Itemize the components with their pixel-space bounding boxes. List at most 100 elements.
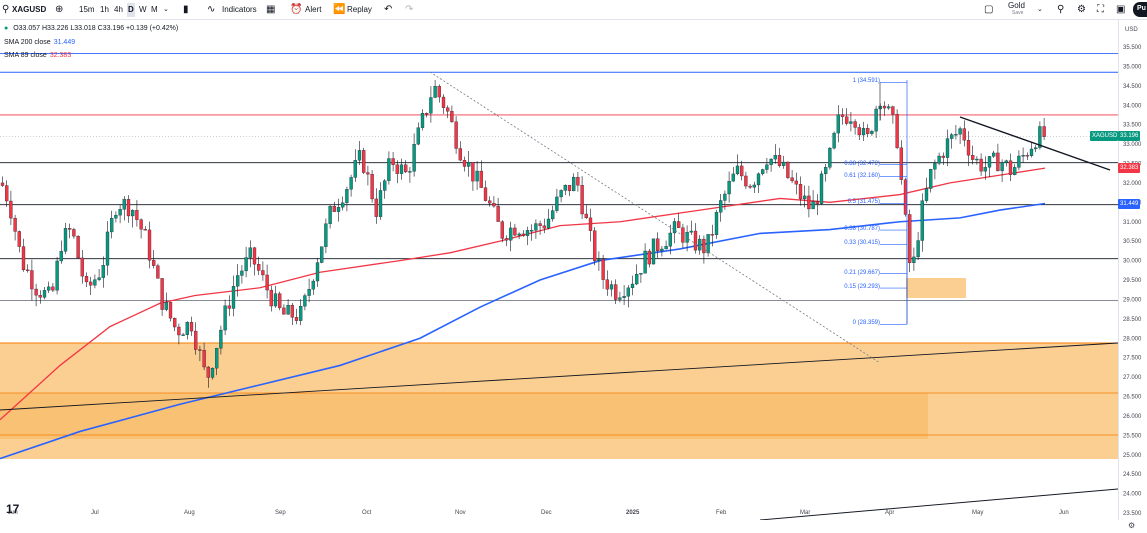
interval-w[interactable]: W [139,5,147,14]
candle-body-4 [17,231,21,247]
layout-square-icon[interactable]: ▢ [984,4,994,15]
sma89-legend[interactable]: SMA 89 close 32.383 [4,52,71,59]
candle-219 [920,193,924,252]
candle-body-33 [139,219,143,230]
candle-164 [689,220,693,235]
candle-226 [950,133,954,149]
candle-4 [17,230,21,253]
candle-153 [643,243,647,274]
symbol-name[interactable]: XAGUSD [12,5,47,14]
candle-body-164 [689,230,693,233]
candle-body-76 [320,246,324,263]
bottom-trendline[interactable] [759,488,1118,520]
indicators-button[interactable]: Indicators [222,5,257,14]
wedge-trendline[interactable] [959,116,1111,171]
candle-body-93 [391,158,395,165]
candle-208 [874,105,878,139]
candle-86 [362,147,366,175]
settings-gear-icon[interactable]: ⚙ [1077,4,1086,15]
candle-body-193 [811,201,815,210]
interval-15m[interactable]: 15m [79,5,95,14]
interval-1h[interactable]: 1h [100,5,109,14]
undo-icon[interactable]: ↶ [384,4,393,15]
quick-search-icon[interactable]: ⚲ [1057,4,1065,15]
candle-body-165 [693,230,698,251]
candle-body-89 [374,198,378,217]
interval-4h[interactable]: 4h [114,5,123,14]
indicators-icon[interactable]: ∿ [207,4,216,15]
candle-170 [714,209,719,239]
add-symbol-icon[interactable]: ⊕ [55,4,64,15]
interval-d[interactable]: D [127,3,135,17]
templates-icon[interactable]: ▦ [266,4,276,15]
candle-body-55 [231,286,236,309]
candle-body-243 [1021,155,1025,157]
candle-body-223 [937,155,941,164]
candle-232 [975,156,979,165]
y-tick-4: 33.500 [1123,123,1142,129]
candle-222 [933,159,937,180]
candle-9 [38,290,42,304]
alert-button[interactable]: Alert [305,5,322,14]
sma200-polyline [0,202,1046,460]
replay-button[interactable]: Replay [347,5,372,14]
candle-body-194 [815,201,819,204]
candle-104 [437,84,441,103]
candle-body-191 [803,195,807,200]
replay-icon[interactable]: ⏪ [333,4,346,15]
candle-body-189 [794,180,798,185]
candle-28 [118,204,122,224]
candle-body-10 [42,290,47,298]
candle-body-77 [324,223,328,247]
candle-body-80 [336,207,341,212]
candle-131 [551,205,555,222]
candle-body-39 [164,302,168,310]
layout-chevron-icon[interactable]: ⌄ [1037,6,1043,13]
candle-58 [244,246,248,278]
candle-42 [177,323,181,345]
publish-button[interactable]: Pu [1133,2,1147,17]
interval-m[interactable]: M [151,5,158,14]
candle-103 [433,79,437,99]
x-label-12: Jun [1059,510,1069,516]
currency-label: USD [1125,27,1138,33]
fib-label-8: 0 (28.359) [852,320,880,327]
candle-body-46 [194,330,198,350]
layout-name[interactable]: Gold [1008,1,1025,10]
camera-icon[interactable]: ▣ [1116,4,1126,15]
candle-body-72 [303,295,307,307]
search-icon[interactable]: ⚲ [2,4,10,15]
candle-106 [446,105,450,119]
chevron-down-icon[interactable]: ⌄ [163,6,169,13]
redo-icon[interactable]: ↷ [405,4,414,15]
y-tick-10: 30.500 [1123,239,1142,245]
candle-body-167 [702,238,706,254]
candle-body-81 [341,202,345,208]
candle-73 [307,278,311,303]
price-axis[interactable]: USD 35.500 35.000 34.500 34.000 33.500 33.000… [1118,20,1147,520]
candles-layer [0,79,1046,388]
candle-body-138 [580,185,584,215]
candle-76 [320,246,324,264]
tradingview-logo-icon[interactable]: 17 [6,502,20,516]
axis-settings[interactable]: ⚙ [1118,520,1147,533]
symbol-price-tag: XAGUSD [1090,131,1118,141]
candle-194 [815,194,819,216]
alert-icon[interactable]: ⏰ [290,4,303,15]
candle-124 [521,230,525,237]
candle-body-206 [866,128,870,134]
fullscreen-icon[interactable]: ⛶ [1097,4,1104,15]
x-label-5: Nov [455,510,466,516]
dashed-trendline[interactable] [429,71,881,364]
candle-body-134 [563,184,567,191]
candle-body-228 [958,128,962,135]
chart-type-icon[interactable]: ▮ [183,4,189,15]
candle-193 [811,190,815,210]
axis-gear-icon[interactable]: ⚙ [1128,521,1136,530]
price-chart[interactable]: Jun Jul Aug Sep Oct Nov Dec 2025 Feb Mar Apr May Jun [0,20,1118,520]
candle-body-115 [483,187,488,201]
long-trendline[interactable] [0,342,1118,411]
sma200-legend[interactable]: SMA 200 close 31.449 [4,39,75,46]
candle-body-131 [551,210,555,220]
candle-112 [471,162,475,191]
